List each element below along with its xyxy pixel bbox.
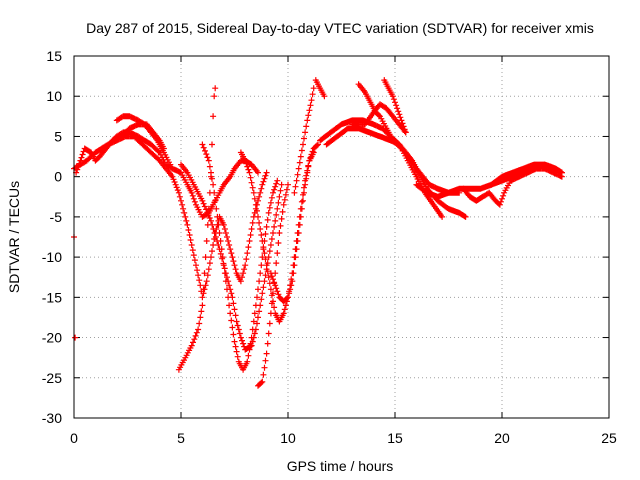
- data-series-sat-05: [175, 85, 219, 373]
- y-tick-label: -25: [42, 370, 62, 386]
- y-tick-label: 0: [54, 169, 62, 185]
- x-tick-label: 20: [494, 430, 510, 446]
- x-tick-label: 15: [387, 430, 403, 446]
- y-tick-label: 10: [46, 88, 62, 104]
- y-tick-label: 5: [54, 128, 62, 144]
- data-series-sat-10: [267, 149, 317, 305]
- x-tick-labels: 0 5 10 15 20 25: [70, 430, 617, 446]
- plot-frame: [73, 55, 610, 419]
- y-tick-labels: -30 -25 -20 -15 -10 -5 0 5 10 15: [42, 48, 62, 426]
- data-series-sat-06: [199, 141, 281, 373]
- y-tick-label: -5: [50, 209, 63, 225]
- chart-title: Day 287 of 2015, Sidereal Day-to-day VTE…: [86, 20, 594, 36]
- y-tick-label: -30: [42, 410, 62, 426]
- data-series-sat-09: [255, 181, 291, 389]
- data-series-sat-21: [488, 161, 565, 188]
- y-tick-label: -10: [42, 249, 62, 265]
- data-series-sat-20: [460, 165, 565, 208]
- y-axis-label: SDTVAR / TECUs: [6, 181, 22, 293]
- x-tick-label: 10: [280, 430, 296, 446]
- y-tick-label: 15: [46, 48, 62, 64]
- y-tick-label: -15: [42, 289, 62, 305]
- data-series-sat-12: [312, 77, 328, 100]
- y-tick-label: -20: [42, 330, 62, 346]
- x-tick-label: 0: [70, 430, 78, 446]
- data-series-sat-04: [118, 121, 167, 152]
- x-tick-label: 25: [601, 430, 617, 446]
- data-series-sat-07: [178, 161, 285, 353]
- data-series-sat-17: [381, 77, 409, 136]
- x-tick-label: 5: [177, 430, 185, 446]
- x-axis-label: GPS time / hours: [287, 458, 394, 474]
- data-series-sat-11: [291, 85, 317, 196]
